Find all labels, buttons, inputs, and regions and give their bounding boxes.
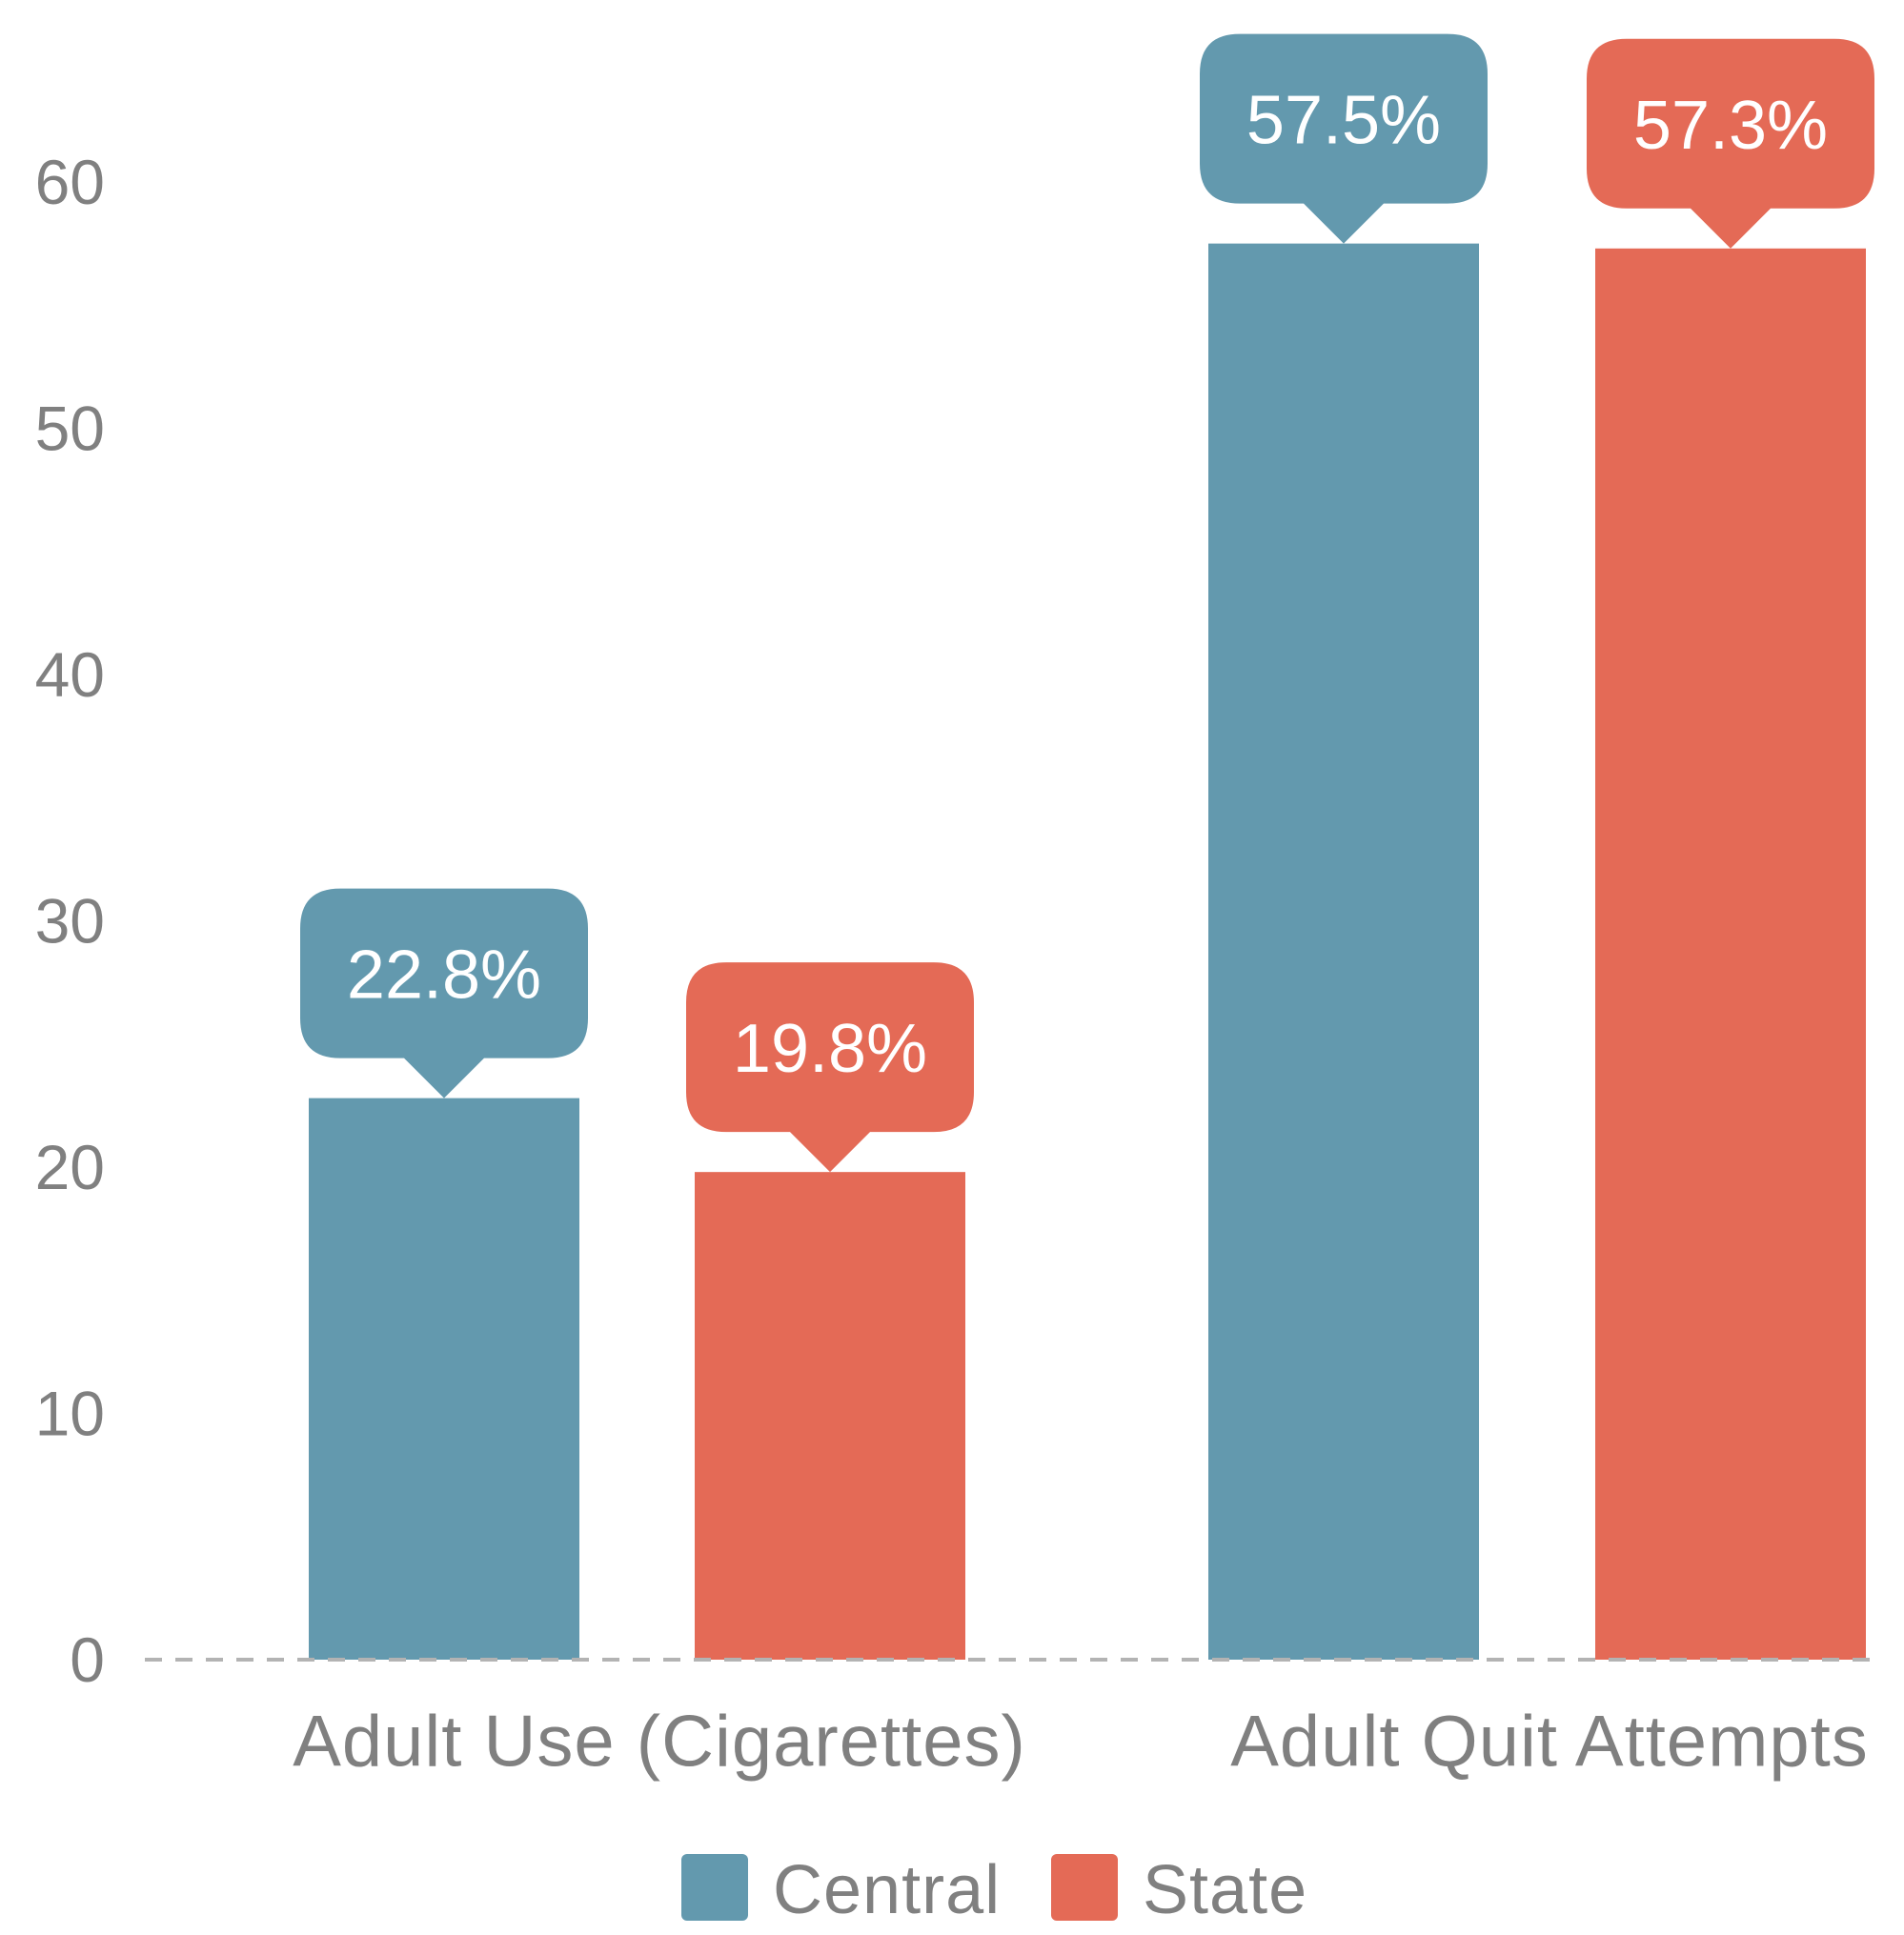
legend-swatch	[1051, 1854, 1118, 1921]
bar-state-2	[1595, 248, 1866, 1660]
y-tick-label: 40	[35, 639, 105, 710]
data-label-central-1: 22.8%	[300, 888, 588, 1099]
category-labels: Adult Use (Cigarettes) Adult Quit Attempt…	[293, 1702, 1869, 1783]
legend-label: State	[1143, 1852, 1307, 1928]
legend: Central State	[681, 1852, 1307, 1928]
data-label-text: 22.8%	[347, 937, 541, 1014]
legend-swatch	[681, 1854, 748, 1921]
category-label: Adult Use (Cigarettes)	[293, 1702, 1026, 1783]
y-tick-label: 10	[35, 1379, 105, 1449]
data-label-text: 57.3%	[1633, 88, 1828, 164]
data-label-state-1: 19.8%	[686, 962, 974, 1173]
category-label: Adult Quit Attempts	[1230, 1702, 1869, 1783]
callout-shape	[1587, 38, 1874, 249]
y-tick-label: 20	[35, 1132, 105, 1202]
callout-shape	[686, 962, 974, 1173]
bar-central-1	[309, 1098, 579, 1660]
data-label-state-2: 57.3%	[1587, 38, 1874, 249]
data-label-central-2: 57.5%	[1200, 33, 1488, 244]
data-label-text: 19.8%	[733, 1011, 927, 1087]
bar-central-2	[1208, 243, 1479, 1660]
legend-item-central[interactable]: Central	[681, 1852, 1001, 1928]
legend-item-state[interactable]: State	[1051, 1852, 1307, 1928]
data-label-text: 57.5%	[1246, 83, 1441, 159]
y-tick-label: 0	[70, 1624, 105, 1695]
y-tick-label: 60	[35, 147, 105, 217]
callout-shape	[300, 888, 588, 1099]
bars	[309, 243, 1866, 1660]
data-label-callouts: 22.8% 57.5% 19.8% 57.3%	[300, 33, 1874, 1173]
bar-state-1	[695, 1172, 965, 1660]
legend-label: Central	[773, 1852, 1001, 1928]
callout-shape	[1200, 33, 1488, 244]
y-axis-ticks: 0 10 20 30 40 50 60	[35, 147, 105, 1695]
y-tick-label: 50	[35, 393, 105, 464]
y-tick-label: 30	[35, 886, 105, 957]
